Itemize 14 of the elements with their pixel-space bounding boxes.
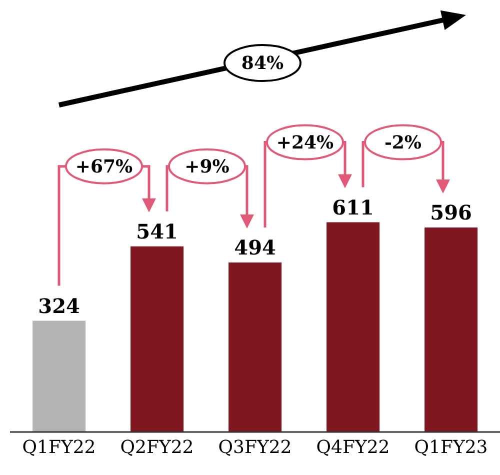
data-label: 611	[332, 195, 374, 220]
data-label: 596	[430, 200, 472, 224]
bar	[424, 227, 478, 432]
data-label: 324	[38, 294, 80, 318]
data-label: 494	[234, 235, 276, 260]
bar	[326, 222, 380, 432]
bar	[32, 320, 86, 432]
x-tick-label: Q4FY22	[316, 436, 390, 458]
bar	[130, 246, 184, 432]
x-tick-label: Q3FY22	[218, 436, 292, 458]
x-tick-label: Q1FY22	[22, 436, 96, 458]
x-tick-label: Q2FY22	[120, 436, 194, 458]
bar	[228, 262, 282, 432]
x-tick-label: Q1FY23	[414, 436, 488, 458]
